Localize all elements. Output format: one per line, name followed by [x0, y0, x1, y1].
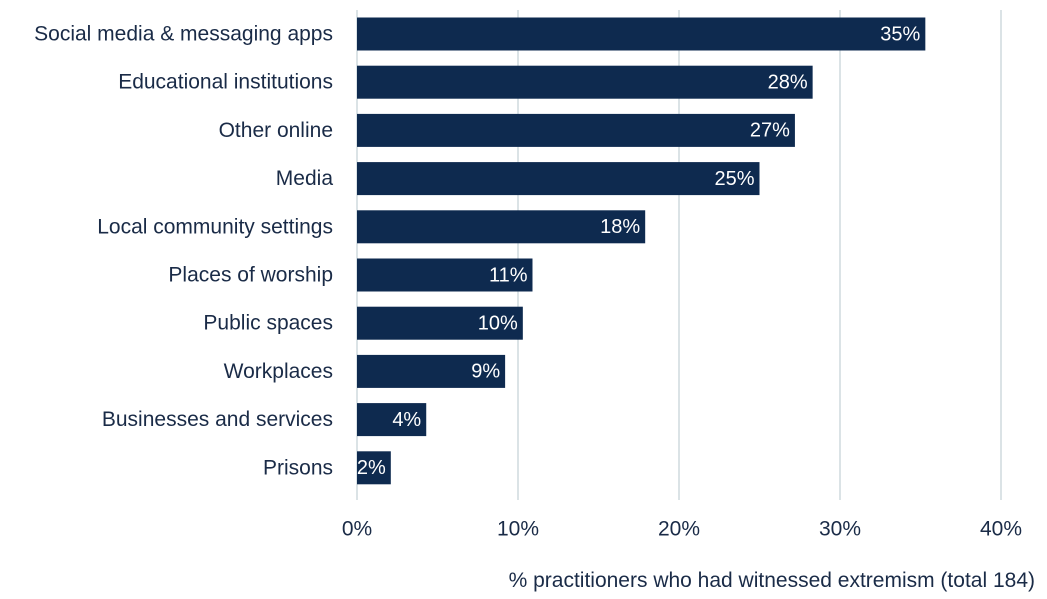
- category-label: Other online: [219, 119, 333, 142]
- x-tick-label: 30%: [819, 518, 861, 541]
- bar: [357, 451, 391, 485]
- category-label: Educational institutions: [118, 71, 333, 94]
- x-tick-label: 10%: [497, 518, 539, 541]
- x-axis-title: % practitioners who had witnessed extrem…: [508, 569, 1035, 592]
- bar: [357, 162, 760, 196]
- category-label: Social media & messaging apps: [34, 23, 333, 46]
- bar-value-label: 28%: [768, 71, 808, 93]
- category-label: Places of worship: [168, 264, 333, 287]
- category-label: Local community settings: [97, 215, 333, 238]
- category-labels: Social media & messaging apps Educational…: [34, 23, 333, 480]
- x-tick-label: 20%: [658, 518, 700, 541]
- category-label: Public spaces: [203, 312, 333, 335]
- bar-value-label: 35%: [880, 23, 920, 45]
- category-label: Businesses and services: [102, 408, 333, 431]
- bar: [357, 354, 506, 388]
- x-tick-labels: 0% 10% 20% 30% 40%: [342, 518, 1022, 541]
- bar: [357, 17, 926, 51]
- bar-value-label: 27%: [750, 120, 790, 142]
- bar: [357, 113, 795, 147]
- x-tick-label: 40%: [980, 518, 1022, 541]
- bar-value-label: 9%: [471, 361, 500, 383]
- bars: 35% 28% 27% 25% 18% 11% 10% 9% 4% 2%: [357, 17, 926, 485]
- bar-value-label: 2%: [357, 457, 386, 479]
- category-label: Media: [276, 167, 334, 190]
- bar: [357, 258, 533, 292]
- category-label: Prisons: [263, 456, 333, 479]
- bar: [357, 403, 427, 437]
- bar-value-label: 25%: [714, 168, 754, 190]
- bar-value-label: 18%: [600, 216, 640, 238]
- category-label: Workplaces: [224, 360, 333, 383]
- bar-value-label: 4%: [392, 409, 421, 431]
- bar-value-label: 11%: [489, 264, 528, 286]
- bar: [357, 210, 646, 244]
- bar: [357, 65, 813, 99]
- bar: [357, 306, 523, 340]
- x-tick-label: 0%: [342, 518, 372, 541]
- bar-value-label: 10%: [478, 312, 518, 334]
